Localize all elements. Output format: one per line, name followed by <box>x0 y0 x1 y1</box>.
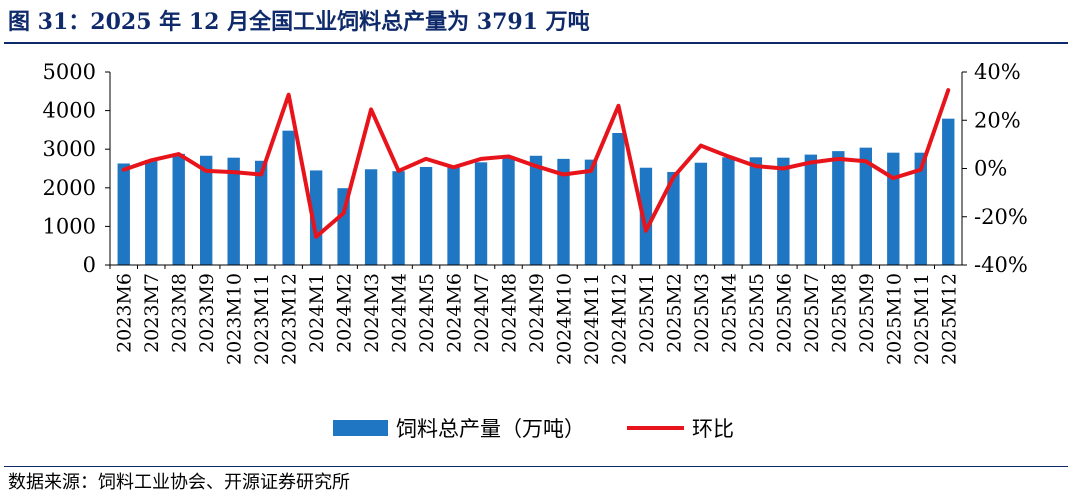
bar-2024M7 <box>474 162 488 265</box>
bar-2024M10 <box>557 158 570 265</box>
x-tick-label: 2024M5 <box>416 273 438 353</box>
x-tick-label: 2023M6 <box>114 273 136 353</box>
x-tick-label: 2023M12 <box>279 273 301 365</box>
bar-2024M9 <box>529 155 543 265</box>
title-divider <box>4 42 1068 44</box>
x-tick-label: 2024M7 <box>471 273 493 353</box>
x-tick-label: 2023M8 <box>169 273 191 353</box>
x-tick-label: 2025M8 <box>828 273 850 353</box>
left-tick-label: 0 <box>83 253 96 277</box>
x-tick-label: 2025M12 <box>938 273 960 365</box>
right-tick-label: 20% <box>974 108 1021 132</box>
bar-2024M8 <box>502 156 515 265</box>
bar-2023M8 <box>172 153 185 265</box>
x-tick-label: 2025M1 <box>636 273 658 353</box>
legend-label-line: 环比 <box>692 417 734 441</box>
x-tick-label: 2025M7 <box>801 273 823 353</box>
bar-2023M10 <box>227 157 240 265</box>
bar-2025M12 <box>942 118 955 266</box>
x-tick-label: 2024M2 <box>334 273 356 353</box>
legend-swatch-bars <box>333 420 388 436</box>
x-tick-label: 2024M12 <box>608 273 630 365</box>
bar-2024M5 <box>419 166 433 265</box>
x-tick-label: 2024M6 <box>444 273 466 353</box>
x-tick-label: 2025M3 <box>691 273 713 353</box>
x-tick-label: 2025M5 <box>746 273 768 353</box>
x-tick-label: 2025M4 <box>718 273 740 353</box>
bar-2025M8 <box>832 151 845 265</box>
right-tick-label: -40% <box>974 253 1028 277</box>
x-tick-label: 2025M11 <box>911 273 933 365</box>
right-tick-label: -20% <box>974 205 1028 229</box>
left-tick-label: 4000 <box>43 99 96 123</box>
x-tick-label: 2024M9 <box>526 273 548 353</box>
x-tick-label: 2024M10 <box>553 273 575 365</box>
bar-2024M6 <box>447 167 460 265</box>
bar-2025M6 <box>777 157 790 265</box>
bar-2023M11 <box>254 160 268 265</box>
bar-2025M3 <box>694 162 708 265</box>
left-tick-label: 2000 <box>43 176 96 200</box>
bar-2024M4 <box>392 171 405 265</box>
bar-2023M6 <box>117 163 130 265</box>
bar-2025M10 <box>887 152 900 265</box>
bar-2024M1 <box>309 170 323 265</box>
x-tick-label: 2025M6 <box>773 273 795 353</box>
left-tick-label: 3000 <box>43 137 96 161</box>
bar-2025M5 <box>749 157 763 265</box>
bar-2025M9 <box>859 147 872 265</box>
bar-2024M12 <box>612 132 625 265</box>
bar-2025M4 <box>722 157 735 265</box>
x-tick-label: 2024M4 <box>389 273 411 353</box>
left-tick-label: 5000 <box>43 60 96 84</box>
x-tick-label: 2024M3 <box>361 273 383 353</box>
bar-2023M12 <box>282 130 295 265</box>
left-tick-label: 1000 <box>43 214 96 238</box>
x-tick-label: 2025M10 <box>883 273 905 365</box>
x-tick-label: 2023M11 <box>251 273 273 365</box>
right-tick-label: 40% <box>974 60 1021 84</box>
bar-2025M1 <box>639 167 653 265</box>
bar-2023M7 <box>145 160 158 265</box>
x-tick-label: 2024M8 <box>499 273 521 353</box>
bar-2024M11 <box>584 159 598 265</box>
bar-2025M2 <box>667 171 680 265</box>
x-tick-label: 2023M10 <box>224 273 246 365</box>
page-title: 图 31：2025 年 12 月全国工业饲料总产量为 3791 万吨 <box>8 9 590 35</box>
source-divider <box>4 466 1068 467</box>
bar-2025M11 <box>914 152 927 265</box>
x-tick-label: 2024M11 <box>581 273 603 365</box>
legend-label-bars: 饲料总产量（万吨） <box>396 417 585 441</box>
x-tick-label: 2025M2 <box>663 273 685 353</box>
x-tick-label: 2023M7 <box>141 273 163 353</box>
x-tick-label: 2023M9 <box>196 273 218 353</box>
source-note: 数据来源：饲料工业协会、开源证券研究所 <box>8 472 350 493</box>
chart: 0 1000 2000 3000 4000 5000 -40% -20% 0% 20% 40% 202… <box>43 60 1028 441</box>
bar-2025M7 <box>804 154 818 265</box>
x-tick-label: 2025M9 <box>856 273 878 353</box>
right-tick-label: 0% <box>974 157 1007 181</box>
bar-2023M9 <box>200 155 213 265</box>
bar-2024M3 <box>364 169 378 265</box>
x-tick-label: 2024M1 <box>306 273 328 353</box>
